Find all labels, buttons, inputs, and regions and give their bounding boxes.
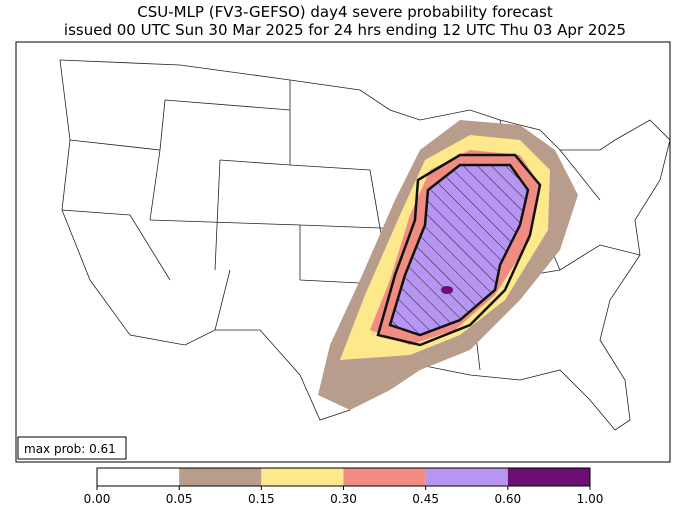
colorbar-segment [97,468,180,486]
annotation: max prob: 0.61 [24,442,116,456]
prob-045-hatch [390,165,528,335]
title: CSU-MLP (FV3-GEFSO) day4 severe probabil… [137,3,553,21]
annotation-box [17,436,127,460]
prob-max [441,286,453,294]
colorbar-tick-label: 0.00 [84,492,111,506]
colorbar-segment [343,468,426,486]
colorbar-tick-label: 0.05 [166,492,193,506]
colorbar-tick-label: 0.60 [494,492,521,506]
subtitle: issued 00 UTC Sun 30 Mar 2025 for 24 hrs… [64,21,626,39]
colorbar-tick-label: 0.15 [248,492,275,506]
colorbar-segment [261,468,344,486]
colorbar-tick-label: 0.45 [412,492,439,506]
colorbar-segment [425,468,508,486]
colorbar-segment [507,468,590,486]
map [59,59,670,431]
colorbar: 0.00 0.05 0.15 0.30 0.45 0.60 1.00 [84,467,604,506]
prob-outline [376,153,542,347]
colorbar-segment [179,468,262,486]
colorbar-tick-label: 1.00 [577,492,604,506]
map-frame [15,41,671,463]
colorbar-tick-label: 0.30 [330,492,357,506]
